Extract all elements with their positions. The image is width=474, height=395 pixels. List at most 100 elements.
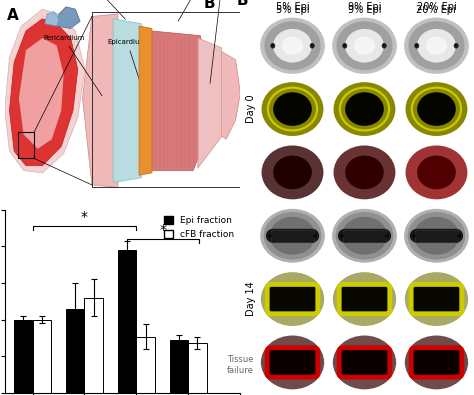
Ellipse shape — [261, 272, 324, 326]
Ellipse shape — [345, 92, 384, 126]
Ellipse shape — [264, 21, 320, 70]
Text: *: * — [160, 224, 167, 237]
Ellipse shape — [457, 233, 461, 238]
Ellipse shape — [408, 212, 465, 260]
Ellipse shape — [385, 233, 389, 238]
Text: 5% Epi: 5% Epi — [276, 5, 310, 15]
Polygon shape — [19, 38, 64, 149]
Bar — [33, 320, 51, 393]
Ellipse shape — [414, 217, 459, 255]
Ellipse shape — [343, 43, 347, 48]
Ellipse shape — [408, 21, 465, 70]
Ellipse shape — [334, 82, 395, 136]
Ellipse shape — [332, 18, 397, 74]
Ellipse shape — [270, 217, 315, 255]
Text: Day 14: Day 14 — [246, 282, 256, 316]
FancyBboxPatch shape — [339, 284, 390, 314]
Ellipse shape — [333, 335, 396, 389]
Ellipse shape — [405, 272, 468, 326]
Ellipse shape — [268, 233, 272, 238]
Text: 9% Epi: 9% Epi — [348, 2, 381, 12]
Text: 20% Epi: 20% Epi — [416, 5, 456, 15]
Text: 9% Epi: 9% Epi — [348, 5, 381, 15]
Bar — [84, 298, 103, 393]
Ellipse shape — [404, 18, 469, 74]
Bar — [66, 308, 84, 393]
Ellipse shape — [282, 37, 303, 55]
Polygon shape — [5, 9, 85, 173]
Text: Day 0: Day 0 — [246, 95, 256, 123]
Bar — [18, 132, 34, 158]
Bar — [92, 11, 245, 187]
Text: Epicardium: Epicardium — [108, 40, 147, 98]
Ellipse shape — [262, 82, 323, 136]
Bar — [137, 337, 155, 393]
Ellipse shape — [310, 43, 314, 48]
Ellipse shape — [264, 212, 321, 260]
Text: B: B — [204, 0, 215, 11]
Bar — [272, 229, 314, 242]
Text: A: A — [7, 8, 19, 23]
Polygon shape — [198, 38, 221, 168]
Text: B: B — [236, 0, 248, 8]
Ellipse shape — [382, 43, 386, 48]
Ellipse shape — [454, 43, 458, 48]
Bar — [14, 320, 33, 393]
Ellipse shape — [345, 29, 384, 62]
Ellipse shape — [406, 82, 467, 136]
Ellipse shape — [415, 43, 419, 48]
Ellipse shape — [426, 37, 447, 55]
Ellipse shape — [417, 156, 456, 189]
Ellipse shape — [273, 92, 312, 126]
Ellipse shape — [333, 272, 396, 326]
Bar — [118, 250, 137, 393]
Text: Pericardial
cavity: Pericardial cavity — [73, 0, 125, 19]
FancyBboxPatch shape — [411, 348, 462, 377]
Bar — [343, 229, 385, 242]
Polygon shape — [139, 26, 152, 175]
Ellipse shape — [260, 209, 325, 263]
Ellipse shape — [332, 209, 397, 263]
Ellipse shape — [340, 233, 344, 238]
Polygon shape — [45, 11, 59, 26]
Polygon shape — [219, 50, 240, 139]
FancyBboxPatch shape — [267, 284, 318, 314]
Ellipse shape — [336, 212, 393, 260]
Ellipse shape — [345, 156, 384, 189]
Ellipse shape — [313, 233, 317, 238]
Ellipse shape — [342, 217, 387, 255]
Ellipse shape — [273, 156, 312, 189]
Ellipse shape — [354, 37, 375, 55]
Polygon shape — [82, 14, 118, 187]
Polygon shape — [56, 7, 80, 28]
Ellipse shape — [406, 145, 467, 199]
Ellipse shape — [417, 29, 456, 62]
Legend: Epi fraction, cFB fraction: Epi fraction, cFB fraction — [162, 214, 236, 241]
FancyBboxPatch shape — [267, 348, 318, 377]
Text: Tissue
failure: Tissue failure — [227, 356, 254, 375]
Polygon shape — [9, 19, 78, 166]
Text: 20% Epi: 20% Epi — [417, 2, 456, 12]
Text: Endocardium: Endocardium — [199, 0, 245, 83]
Ellipse shape — [261, 335, 324, 389]
Bar — [170, 340, 188, 393]
Text: Pericardium: Pericardium — [43, 35, 102, 96]
Ellipse shape — [412, 233, 416, 238]
Bar — [415, 229, 457, 242]
Polygon shape — [113, 19, 141, 182]
Ellipse shape — [260, 18, 325, 74]
FancyBboxPatch shape — [339, 348, 390, 377]
Ellipse shape — [262, 145, 323, 199]
Bar — [188, 343, 207, 393]
Ellipse shape — [334, 145, 395, 199]
Polygon shape — [151, 31, 207, 171]
Ellipse shape — [405, 335, 468, 389]
Ellipse shape — [337, 21, 392, 70]
Text: Myocardium: Myocardium — [176, 0, 219, 21]
Text: *: * — [81, 210, 88, 224]
Ellipse shape — [404, 209, 469, 263]
Ellipse shape — [417, 92, 456, 126]
Ellipse shape — [271, 43, 275, 48]
Text: 5% Epi: 5% Epi — [276, 2, 310, 12]
FancyBboxPatch shape — [411, 284, 462, 314]
